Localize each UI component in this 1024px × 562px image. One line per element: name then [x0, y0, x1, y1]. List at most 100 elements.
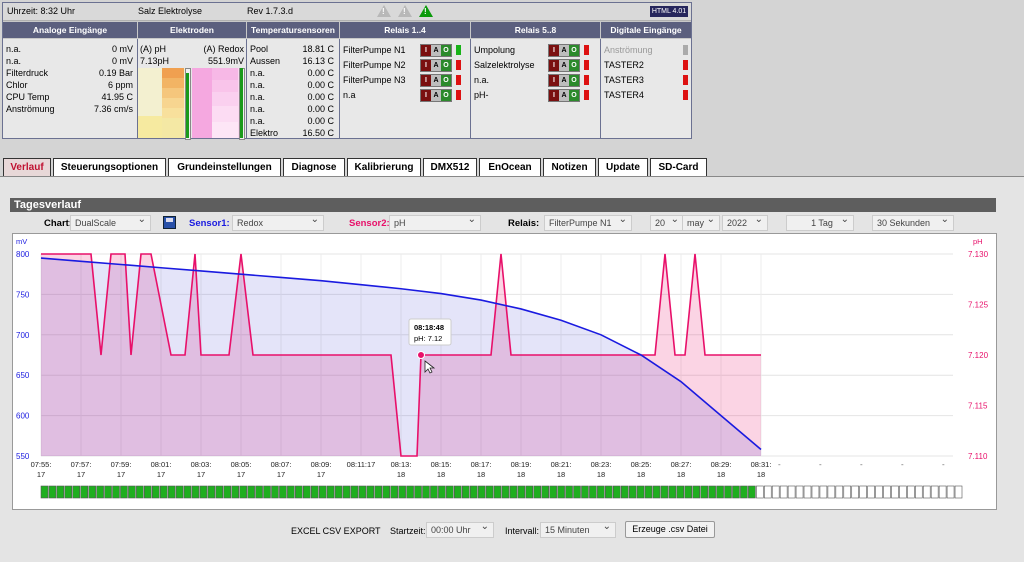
- tab-verlauf[interactable]: Verlauf: [3, 158, 51, 177]
- relay-track-cell: [382, 485, 391, 499]
- save-icon[interactable]: [163, 216, 176, 229]
- day-select[interactable]: 20: [650, 213, 684, 231]
- interval-select[interactable]: 30 Sekunden: [872, 213, 954, 231]
- relay-mode-o-button[interactable]: O: [441, 60, 451, 71]
- chart-area[interactable]: 800 750 700 650 600 550 7.130 7.125 7.120 7.115 7.…: [12, 233, 997, 510]
- relay-mode-o-button[interactable]: O: [569, 90, 579, 101]
- y-left-tick-label: 550: [16, 452, 30, 461]
- tab-sd-card[interactable]: SD-Card: [650, 158, 707, 177]
- startzeit-select[interactable]: 00:00 Uhr: [426, 520, 494, 538]
- relay-mode-i-button[interactable]: I: [421, 90, 431, 101]
- ph-series-area: [41, 254, 761, 456]
- digital-input-led: [683, 60, 688, 70]
- relay-row: n.a I A O: [343, 89, 467, 102]
- relay-track-cell: [64, 485, 73, 499]
- relay-mode-a-button[interactable]: A: [431, 45, 441, 56]
- sensor1-select[interactable]: Redox: [232, 213, 324, 231]
- relay-track-cell: [318, 485, 327, 499]
- relay-mode-i-button[interactable]: I: [549, 45, 559, 56]
- range-select[interactable]: 1 Tag: [786, 213, 854, 231]
- relay-mode-a-button[interactable]: A: [431, 60, 441, 71]
- tab-kalibrierung[interactable]: Kalibrierung: [347, 158, 421, 177]
- x-tick-label: 08:29:: [711, 460, 732, 469]
- relay-mode-o-button[interactable]: O: [569, 60, 579, 71]
- relay-row: pH- I A O: [474, 89, 598, 102]
- tab-diagnose[interactable]: Diagnose: [283, 158, 345, 177]
- relay-label: Umpolung: [474, 45, 516, 55]
- x-tick-label: 17: [37, 470, 45, 479]
- x-tick-label: 08:23:: [591, 460, 612, 469]
- relay-status-led: [456, 45, 461, 55]
- relay-track-cell: [485, 485, 494, 499]
- digital-input-row: TASTER2: [604, 59, 689, 71]
- relay-mode-a-button[interactable]: A: [431, 90, 441, 101]
- relay-row: FilterPumpe N1 I A O: [343, 44, 467, 57]
- header-digital: Digitale Eingänge: [601, 22, 691, 38]
- relay-track-cell: [446, 485, 454, 499]
- redox-series-line: [40, 257, 762, 451]
- x-tick-placeholder: -: [778, 460, 781, 469]
- relay-mode-o-button[interactable]: O: [441, 90, 451, 101]
- relay-track-cell: [605, 485, 613, 499]
- relay-track-cell: [954, 485, 963, 499]
- relay-mode-i-button[interactable]: I: [549, 90, 559, 101]
- x-tick-label: 18: [437, 470, 445, 479]
- sensor1-label: Sensor1:: [189, 218, 230, 229]
- tab-notizen[interactable]: Notizen: [543, 158, 596, 177]
- relay-mode-i-button[interactable]: I: [549, 60, 559, 71]
- relay-mode-i-button[interactable]: I: [421, 45, 431, 56]
- relay-track-cell: [279, 485, 287, 499]
- relay-track-cell: [302, 485, 311, 499]
- warning-icon[interactable]: !: [398, 5, 412, 17]
- relay-mode-o-button[interactable]: O: [569, 45, 579, 56]
- relay-track-cell: [207, 485, 216, 499]
- year-select[interactable]: 2022: [722, 213, 768, 231]
- relay-track-cell: [644, 485, 653, 499]
- x-tick-label: 08:15:: [431, 460, 452, 469]
- relais-select[interactable]: FilterPumpe N1: [544, 213, 632, 231]
- relay-label: FilterPumpe N3: [343, 75, 406, 85]
- ph-gauge: [138, 68, 191, 140]
- month-select[interactable]: may: [682, 213, 720, 231]
- x-tick-label: 18: [597, 470, 605, 479]
- header-relays1: Relais 1..4: [340, 22, 470, 38]
- x-tick-label: 08:17:: [471, 460, 492, 469]
- tab-grundeinstellungen[interactable]: Grundeinstellungen: [168, 158, 281, 177]
- x-tick-label: 08:19:: [511, 460, 532, 469]
- relay-mode-i-button[interactable]: I: [421, 75, 431, 86]
- tab-dmx512[interactable]: DMX512: [423, 158, 477, 177]
- tab-steuerungsoptionen[interactable]: Steuerungsoptionen: [53, 158, 166, 177]
- sensor2-select[interactable]: pH: [389, 213, 481, 231]
- export-csv-button[interactable]: Erzeuge .csv Datei: [625, 521, 715, 538]
- relay-mode-i-button[interactable]: I: [549, 75, 559, 86]
- relay-mode-o-button[interactable]: O: [441, 75, 451, 86]
- x-tick-label: 17: [317, 470, 325, 479]
- relay-mode-i-button[interactable]: I: [421, 60, 431, 71]
- y-right-tick-label: 7.130: [968, 250, 989, 259]
- relay-track-cell: [40, 485, 49, 499]
- y-left-tick-label: 750: [16, 290, 30, 299]
- relay-mode-a-button[interactable]: A: [559, 90, 569, 101]
- tab-update[interactable]: Update: [598, 158, 648, 177]
- warning-icon[interactable]: !: [377, 5, 391, 17]
- ok-warning-icon[interactable]: !: [419, 5, 433, 17]
- relay-mode-a-button[interactable]: A: [559, 45, 569, 56]
- chart-type-select[interactable]: DualScale: [70, 213, 151, 231]
- chart-svg: 800 750 700 650 600 550 7.130 7.125 7.120 7.115 7.…: [16, 237, 989, 499]
- tab-enocean[interactable]: EnOcean: [479, 158, 541, 177]
- y-right-axis-label: pH: [973, 237, 983, 246]
- relay-mode-a-button[interactable]: A: [559, 75, 569, 86]
- relay-mode-a-button[interactable]: A: [431, 75, 441, 86]
- electrode-labels: (A) pH (A) Redox: [140, 44, 244, 54]
- x-tick-label: 08:05:: [231, 460, 252, 469]
- relay-track-cell: [199, 485, 208, 499]
- intervall-select[interactable]: 15 Minuten: [540, 520, 616, 538]
- relays-1-4: FilterPumpe N1 I A O FilterPumpe N2 I A O Filter…: [340, 39, 471, 138]
- relay-mode-o-button[interactable]: O: [569, 75, 579, 86]
- relay-mode-a-button[interactable]: A: [559, 60, 569, 71]
- relay-mode-o-button[interactable]: O: [441, 45, 451, 56]
- relay-row: n.a. I A O: [474, 74, 598, 87]
